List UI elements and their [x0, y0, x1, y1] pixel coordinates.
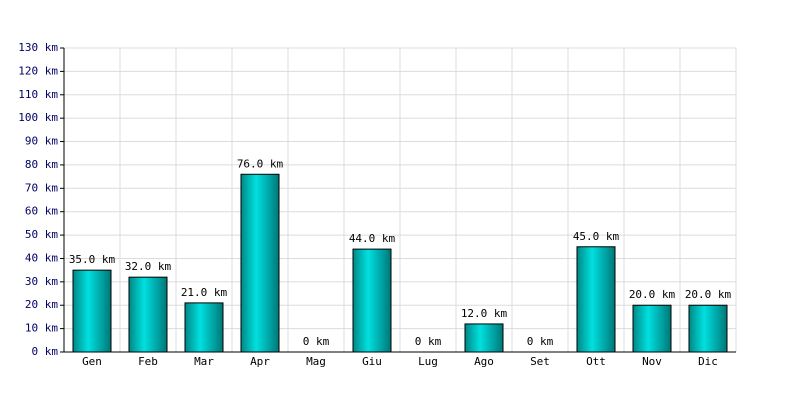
bar — [688, 304, 728, 353]
x-tick-label: Ago — [474, 355, 494, 368]
y-tick-label: 50 km — [25, 228, 58, 241]
x-tick-label: Dic — [698, 355, 718, 368]
value-label: 35.0 km — [69, 253, 116, 266]
y-tick-label: 70 km — [25, 181, 58, 194]
y-tick-label: 20 km — [25, 298, 58, 311]
value-label: 20.0 km — [685, 288, 732, 301]
y-tick-label: 110 km — [18, 88, 58, 101]
value-label: 0 km — [415, 335, 442, 348]
bar — [352, 248, 392, 353]
value-label: 0 km — [527, 335, 554, 348]
x-tick-label: Mag — [306, 355, 326, 368]
bar — [184, 302, 224, 353]
y-tick-label: 80 km — [25, 158, 58, 171]
bar — [72, 269, 112, 353]
x-tick-label: Ott — [586, 355, 606, 368]
bar — [128, 276, 168, 353]
x-tick-label: Apr — [250, 355, 270, 368]
value-label: 12.0 km — [461, 307, 508, 320]
bar — [464, 323, 504, 353]
y-tick-label: 120 km — [18, 64, 58, 77]
bar — [632, 304, 672, 353]
y-tick-label: 60 km — [25, 205, 58, 218]
y-tick-label: 30 km — [25, 275, 58, 288]
bar — [576, 246, 616, 353]
x-tick-label: Nov — [642, 355, 662, 368]
value-label: 44.0 km — [349, 232, 396, 245]
value-label: 20.0 km — [629, 288, 676, 301]
x-tick-label: Gen — [82, 355, 102, 368]
y-tick-label: 10 km — [25, 322, 58, 335]
x-tick-label: Set — [530, 355, 550, 368]
y-tick-label: 100 km — [18, 111, 58, 124]
y-tick-label: 130 km — [18, 41, 58, 54]
bar — [240, 173, 280, 353]
value-label: 76.0 km — [237, 157, 284, 170]
x-tick-label: Feb — [138, 355, 158, 368]
x-tick-label: Lug — [418, 355, 438, 368]
value-label: 32.0 km — [125, 260, 172, 273]
x-tick-label: Mar — [194, 355, 214, 368]
y-tick-label: 90 km — [25, 135, 58, 148]
value-label: 0 km — [303, 335, 330, 348]
value-label: 45.0 km — [573, 230, 620, 243]
y-tick-label: 40 km — [25, 251, 58, 264]
value-label: 21.0 km — [181, 286, 228, 299]
y-tick-label: 0 km — [32, 345, 59, 358]
x-tick-label: Giu — [362, 355, 382, 368]
